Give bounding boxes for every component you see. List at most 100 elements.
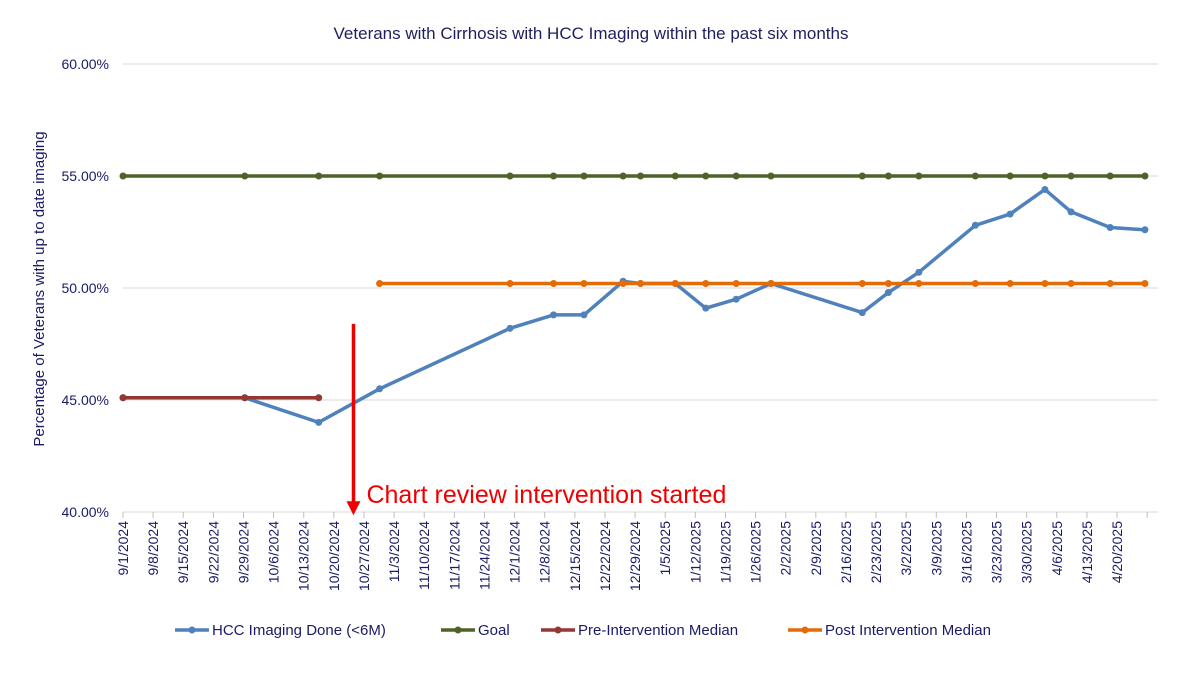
x-tick-label: 10/27/2024	[356, 521, 372, 591]
x-tick-label: 9/15/2024	[175, 521, 191, 583]
data-point	[884, 288, 892, 296]
data-point	[550, 280, 558, 288]
x-tick-label: 3/23/2025	[989, 521, 1005, 583]
x-tick-label: 3/16/2025	[958, 521, 974, 583]
legend-item: HCC Imaging Done (<6M)	[175, 622, 386, 639]
y-tick-label: 50.00%	[62, 280, 109, 296]
data-point	[767, 280, 775, 288]
data-point	[506, 172, 514, 180]
y-tick-label: 40.00%	[62, 504, 109, 520]
series-line	[121, 187, 1147, 425]
data-point	[702, 304, 710, 312]
legend-swatch-marker	[801, 626, 809, 634]
data-point	[315, 394, 323, 402]
data-point	[1006, 172, 1014, 180]
series-layer	[119, 172, 1149, 426]
x-tick-label: 9/22/2024	[205, 521, 221, 583]
x-tick-label: 3/9/2025	[928, 521, 944, 576]
data-point	[915, 268, 923, 276]
data-point	[376, 385, 384, 393]
data-point	[119, 394, 127, 402]
x-tick-label: 9/8/2024	[145, 521, 161, 576]
gridlines	[123, 63, 1158, 513]
data-point	[1041, 185, 1049, 193]
data-point	[619, 280, 627, 288]
data-point	[1141, 280, 1149, 288]
data-point	[858, 280, 866, 288]
legend-label: Goal	[478, 622, 510, 639]
legend-swatch-marker	[454, 626, 462, 634]
data-point	[506, 324, 514, 332]
data-point	[637, 172, 644, 180]
x-tick-label: 9/1/2024	[115, 521, 131, 576]
annotation-arrow-head	[346, 501, 361, 516]
data-point	[1041, 280, 1049, 288]
x-tick-label: 1/26/2025	[748, 521, 764, 583]
data-point	[884, 280, 892, 288]
data-point	[767, 172, 775, 180]
legend-label: Post Intervention Median	[825, 622, 991, 639]
data-point	[702, 280, 710, 288]
x-tick-label: 4/6/2025	[1049, 521, 1065, 576]
data-point	[550, 311, 558, 319]
chart-title: Veterans with Cirrhosis with HCC Imaging…	[334, 24, 849, 43]
data-point	[580, 311, 588, 319]
x-tick-label: 2/16/2025	[838, 521, 854, 583]
data-point	[671, 280, 679, 288]
data-point	[580, 280, 588, 288]
data-point	[315, 418, 323, 426]
data-point	[550, 172, 558, 180]
x-tick-label: 11/24/2024	[476, 521, 492, 590]
data-point	[732, 295, 740, 303]
legend-item: Goal	[441, 622, 510, 639]
data-point	[315, 172, 323, 180]
data-point	[1067, 280, 1075, 288]
series-0	[119, 185, 1149, 426]
x-tick-label: 3/30/2025	[1019, 521, 1035, 583]
data-point	[702, 172, 710, 180]
data-point	[1067, 208, 1075, 216]
x-tick-label: 4/13/2025	[1079, 521, 1095, 583]
x-tick-label: 11/3/2024	[386, 521, 402, 582]
x-tick-label: 2/9/2025	[808, 521, 824, 576]
data-point	[858, 309, 866, 317]
annotation-text: Chart review intervention started	[366, 481, 726, 509]
y-tick-label: 55.00%	[62, 168, 109, 184]
x-tick-label: 4/20/2025	[1109, 521, 1125, 583]
x-tick-label: 12/8/2024	[537, 521, 553, 583]
y-axis-ticks: 40.00% 45.00% 50.00% 55.00% 60.00%	[62, 56, 109, 520]
series-3	[376, 280, 1149, 288]
data-point	[376, 280, 384, 288]
data-point	[915, 172, 923, 180]
x-tick-label: 2/23/2025	[868, 521, 884, 583]
series-2	[119, 394, 323, 402]
x-tick-label: 10/13/2024	[296, 521, 312, 591]
x-tick-label: 10/6/2024	[266, 521, 282, 583]
legend: HCC Imaging Done (<6M) Goal Pre-Interventi…	[175, 622, 991, 639]
data-point	[506, 280, 514, 288]
x-tick-label: 1/12/2025	[687, 521, 703, 583]
y-tick-label: 45.00%	[62, 392, 109, 408]
data-point	[915, 280, 923, 288]
data-point	[1141, 172, 1149, 180]
x-tick-label: 12/1/2024	[507, 521, 523, 583]
x-tick-label: 12/22/2024	[597, 521, 613, 591]
annotation-layer: Chart review intervention started	[346, 323, 726, 516]
data-point	[241, 172, 249, 180]
data-point	[580, 172, 588, 180]
x-tick-label: 11/10/2024	[416, 521, 432, 590]
data-point	[1041, 172, 1049, 180]
data-point	[1106, 224, 1114, 232]
legend-swatch-marker	[188, 626, 196, 634]
data-point	[671, 172, 679, 180]
data-point	[1106, 172, 1114, 180]
legend-swatch-marker	[554, 626, 562, 634]
legend-item: Pre-Intervention Median	[541, 622, 738, 639]
data-point	[858, 172, 866, 180]
x-tick-label: 3/2/2025	[898, 521, 914, 576]
data-point	[971, 172, 979, 180]
data-point	[1067, 172, 1075, 180]
x-axis: 9/1/2024 9/8/2024 9/15/2024 9/22/2024 9/29/2…	[115, 511, 1158, 591]
x-tick-label: 1/19/2025	[717, 521, 733, 583]
